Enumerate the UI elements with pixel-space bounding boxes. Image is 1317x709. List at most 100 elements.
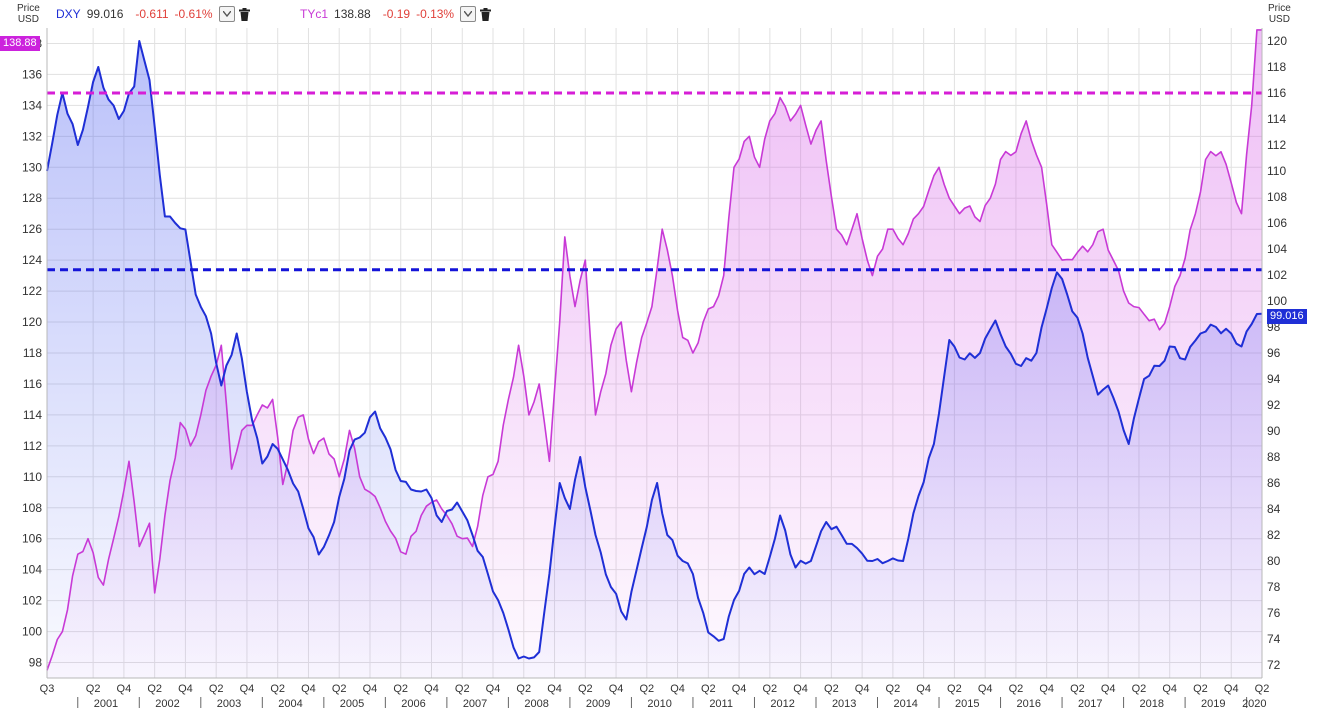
left-axis-tick-label: 116	[23, 377, 42, 391]
right-axis-tick-label: 102	[1267, 268, 1287, 282]
left-axis-tick-label: 104	[22, 563, 42, 577]
x-axis-quarter-label: Q2	[763, 683, 778, 695]
x-axis-quarter-label: Q4	[424, 683, 439, 695]
x-axis-quarter-label: Q4	[486, 683, 501, 695]
right-axis-tick-label: 106	[1267, 216, 1287, 230]
left-axis-tick-label: 128	[22, 191, 42, 205]
right-axis-title-line1: Price	[1268, 3, 1291, 14]
dxy-area	[47, 41, 1262, 678]
x-axis-quarter-label: Q4	[732, 683, 747, 695]
left-axis-tick-label: 102	[22, 594, 42, 608]
right-axis-tick-label: 90	[1267, 424, 1281, 438]
legend-dxy: DXY 99.016 -0.611 -0.61%	[56, 5, 250, 23]
right-axis-tick-label: 100	[1267, 294, 1287, 308]
chevron-down-icon	[222, 11, 231, 17]
x-axis-year-label: 2006	[401, 698, 425, 709]
right-axis-tick-label: 108	[1267, 190, 1287, 204]
x-axis-year-label: 2018	[1140, 698, 1164, 709]
x-axis-year-label: 2008	[524, 698, 548, 709]
x-axis-quarter-label: Q4	[117, 683, 132, 695]
legend-tyc1-delete-button[interactable]	[480, 7, 492, 21]
left-axis-tick-label: 120	[22, 315, 42, 329]
right-axis-tick-label: 114	[1267, 112, 1286, 126]
x-axis-quarter-label: Q4	[1224, 683, 1239, 695]
x-axis-quarter-label: Q4	[793, 683, 808, 695]
x-axis-quarter-label: Q2	[516, 683, 531, 695]
x-axis-quarter-label: Q4	[178, 683, 193, 695]
trash-icon	[480, 7, 492, 21]
x-axis-quarter-label: Q3	[40, 683, 55, 695]
x-axis-quarter-label: Q2	[1132, 683, 1147, 695]
left-axis-tick-label: 106	[22, 532, 42, 546]
right-axis-tick-label: 116	[1267, 86, 1286, 100]
x-axis-quarter-label: Q2	[578, 683, 593, 695]
legend-tyc1-change: -0.19	[382, 7, 411, 21]
right-axis-tick-label: 92	[1267, 398, 1281, 412]
tyc1-last-price-tag: 138.88	[0, 36, 40, 51]
left-axis-tick-label: 130	[22, 160, 42, 174]
x-axis-year-label: 2012	[770, 698, 794, 709]
x-axis-quarter-label: Q2	[701, 683, 716, 695]
x-axis-quarter-label: Q2	[86, 683, 101, 695]
x-axis-quarter-label: Q4	[855, 683, 870, 695]
left-axis-tick-label: 112	[23, 439, 42, 453]
x-axis-year-label: 2011	[709, 698, 733, 709]
right-axis-tick-label: 86	[1267, 476, 1281, 490]
x-axis-year-label: 2009	[586, 698, 610, 709]
right-axis-tick-label: 112	[1267, 138, 1286, 152]
x-axis-quarter-label: Q4	[547, 683, 562, 695]
x-axis-quarter-label: Q2	[393, 683, 408, 695]
left-axis-tick-label: 136	[22, 67, 42, 81]
legend-dxy-dropdown-button[interactable]	[218, 6, 235, 22]
left-axis-tick-label: 118	[23, 346, 42, 360]
legend-tyc1-price: 138.88	[334, 7, 371, 21]
x-axis-year-label: 2020	[1242, 698, 1266, 709]
x-axis-year-label: 2016	[1016, 698, 1040, 709]
x-axis-quarter-label: Q2	[1070, 683, 1085, 695]
right-axis-tick-label: 78	[1267, 580, 1281, 594]
x-axis-quarter-label: Q2	[455, 683, 470, 695]
legend-tyc1-symbol[interactable]: TYc1	[300, 7, 329, 21]
right-axis-tick-label: 74	[1267, 632, 1281, 646]
x-axis-quarter-label: Q4	[670, 683, 685, 695]
left-axis-tick-label: 126	[22, 222, 42, 236]
legend-dxy-delete-button[interactable]	[238, 7, 250, 21]
x-axis-quarter-label: Q4	[363, 683, 378, 695]
legend-dxy-change-pct: -0.61%	[174, 7, 213, 21]
x-axis-quarter-label: Q2	[270, 683, 285, 695]
right-axis-tick-label: 118	[1267, 60, 1286, 74]
x-axis-quarter-label: Q2	[824, 683, 839, 695]
left-axis-tick-label: 122	[22, 284, 42, 298]
x-axis-year-label: 2014	[893, 698, 917, 709]
x-axis-quarter-label: Q2	[147, 683, 162, 695]
right-axis-tick-label: 104	[1267, 242, 1287, 256]
legend-dxy-symbol[interactable]: DXY	[56, 7, 81, 21]
x-axis-quarter-label: Q2	[209, 683, 224, 695]
x-axis-quarter-label: Q4	[916, 683, 931, 695]
dxy-line	[46, 40, 1263, 660]
right-axis-tick-label: 110	[1267, 164, 1286, 178]
dxy-last-price-tag: 99.016	[1267, 309, 1307, 324]
right-axis-tick-label: 94	[1267, 372, 1281, 386]
x-axis-year-label: 2001	[94, 698, 118, 709]
x-axis-year-label: 2015	[955, 698, 979, 709]
right-axis-tick-label: 80	[1267, 554, 1281, 568]
left-axis-tick-label: 132	[22, 129, 42, 143]
right-axis-title: Price USD	[1268, 3, 1291, 25]
x-axis-quarter-label: Q2	[1009, 683, 1024, 695]
left-axis-title-line1: Price	[17, 3, 40, 14]
left-axis-title: Price USD	[17, 3, 40, 25]
x-axis-year-label: 2013	[832, 698, 856, 709]
chevron-down-icon	[464, 11, 473, 17]
right-axis-tick-label: 96	[1267, 346, 1281, 360]
x-axis-quarter-label: Q2	[1255, 683, 1270, 695]
legend-dxy-price: 99.016	[86, 7, 124, 21]
left-axis-tick-label: 108	[22, 501, 42, 515]
x-axis-year-label: 2007	[463, 698, 487, 709]
x-axis-year-label: 2010	[647, 698, 671, 709]
legend-tyc1-dropdown-button[interactable]	[460, 6, 477, 22]
right-axis-title-line2: USD	[1268, 14, 1290, 25]
x-axis-quarter-label: Q2	[947, 683, 962, 695]
x-axis-quarter-label: Q4	[978, 683, 993, 695]
